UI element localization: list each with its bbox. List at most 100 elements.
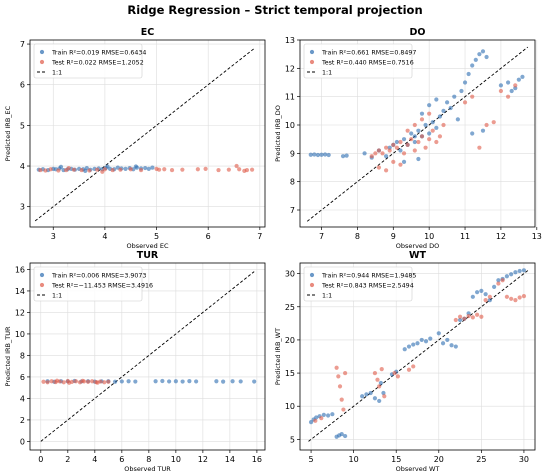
test-point [369, 154, 374, 159]
y-tick-label: 16 [15, 265, 25, 274]
test-point [394, 145, 399, 150]
train-point [105, 164, 110, 169]
test-point [475, 312, 480, 317]
test-point [376, 148, 382, 153]
y-tick-label: 4 [20, 394, 25, 403]
test-point [43, 168, 48, 173]
panel-title: WT [409, 250, 426, 261]
train-point [150, 165, 155, 170]
train-point [427, 103, 432, 108]
train-point [462, 80, 468, 85]
legend-label-train: Train R²=0.944 RMSE=1.9485 [321, 272, 416, 279]
train-point [321, 412, 326, 417]
y-tick-label: 10 [285, 121, 295, 130]
x-tick-label: 9 [391, 232, 396, 241]
train-point [343, 433, 348, 439]
axes-frame [299, 262, 536, 451]
train-point [319, 152, 324, 157]
test-point [169, 167, 175, 173]
test-point [375, 377, 380, 382]
test-point [87, 168, 92, 173]
test-point [106, 379, 111, 384]
train-point [470, 294, 475, 299]
train-point [409, 131, 414, 136]
test-point [509, 296, 514, 301]
train-point [455, 117, 460, 122]
y-tick-label: 9 [290, 149, 295, 158]
test-point [343, 370, 348, 376]
test-point [41, 379, 46, 384]
test-point [398, 139, 403, 145]
train-point [377, 398, 382, 404]
test-point [462, 316, 467, 321]
train-point [133, 379, 138, 384]
train-point [214, 379, 219, 384]
train-point [480, 128, 486, 133]
x-tick-label: 5 [154, 232, 159, 241]
train-point [402, 347, 407, 352]
x-tick-label: 6 [206, 232, 211, 241]
test-point [462, 100, 468, 105]
train-point [448, 105, 453, 111]
y-tick-label: 11 [285, 93, 295, 102]
train-point [173, 379, 178, 384]
y-tick-label: 10 [15, 330, 25, 339]
x-tick-label: 13 [532, 232, 542, 241]
test-point [419, 134, 425, 139]
test-point [45, 380, 50, 385]
test-point [401, 151, 407, 156]
y-tick-label: 6 [20, 81, 25, 90]
y-tick-label: 20 [285, 336, 295, 345]
train-point [434, 125, 439, 130]
train-point [427, 131, 432, 136]
test-point [334, 365, 339, 370]
train-point [459, 88, 464, 94]
y-tick-label: 8 [290, 178, 295, 187]
test-point [430, 128, 435, 133]
test-point [487, 294, 492, 299]
test-point [517, 295, 522, 300]
x-tick-label: 12 [198, 455, 208, 464]
test-point [54, 378, 60, 383]
legend-box [303, 43, 413, 79]
test-point [71, 167, 77, 172]
train-point [516, 77, 521, 82]
train-point [312, 152, 317, 157]
train-point [401, 159, 407, 164]
train-point [167, 379, 172, 384]
x-tick-label: 4 [92, 455, 97, 464]
y-tick-label: 3 [20, 203, 25, 212]
train-point [452, 94, 457, 99]
train-point [498, 83, 504, 88]
train-point [453, 344, 458, 349]
test-point [48, 167, 53, 172]
panel-title: EC [141, 27, 154, 38]
train-point [509, 88, 514, 94]
figure-title: Ridge Regression – Strict temporal proje… [127, 3, 423, 17]
test-point [405, 128, 410, 133]
train-point [381, 390, 386, 396]
test-point [73, 379, 79, 384]
test-point [398, 162, 403, 167]
x-tick-label: 16 [252, 455, 262, 464]
train-point [430, 120, 435, 125]
identity-line [40, 271, 255, 442]
train-point [112, 379, 118, 384]
train-point [437, 114, 443, 119]
test-point [412, 122, 417, 128]
y-axis-label: Predicted IRB_DO [274, 105, 282, 162]
y-tick-label: 14 [15, 287, 25, 296]
test-point [80, 378, 85, 383]
test-point [437, 134, 443, 139]
train-point [492, 284, 497, 289]
train-point [470, 131, 475, 136]
legend-marker-train [39, 49, 45, 55]
train-point [372, 396, 378, 401]
x-tick-label: 14 [225, 455, 235, 464]
y-tick-label: 25 [285, 303, 295, 312]
identity-line [34, 47, 255, 222]
train-point [428, 336, 433, 341]
test-point [67, 380, 72, 385]
test-point [249, 167, 255, 172]
train-point [473, 57, 478, 62]
